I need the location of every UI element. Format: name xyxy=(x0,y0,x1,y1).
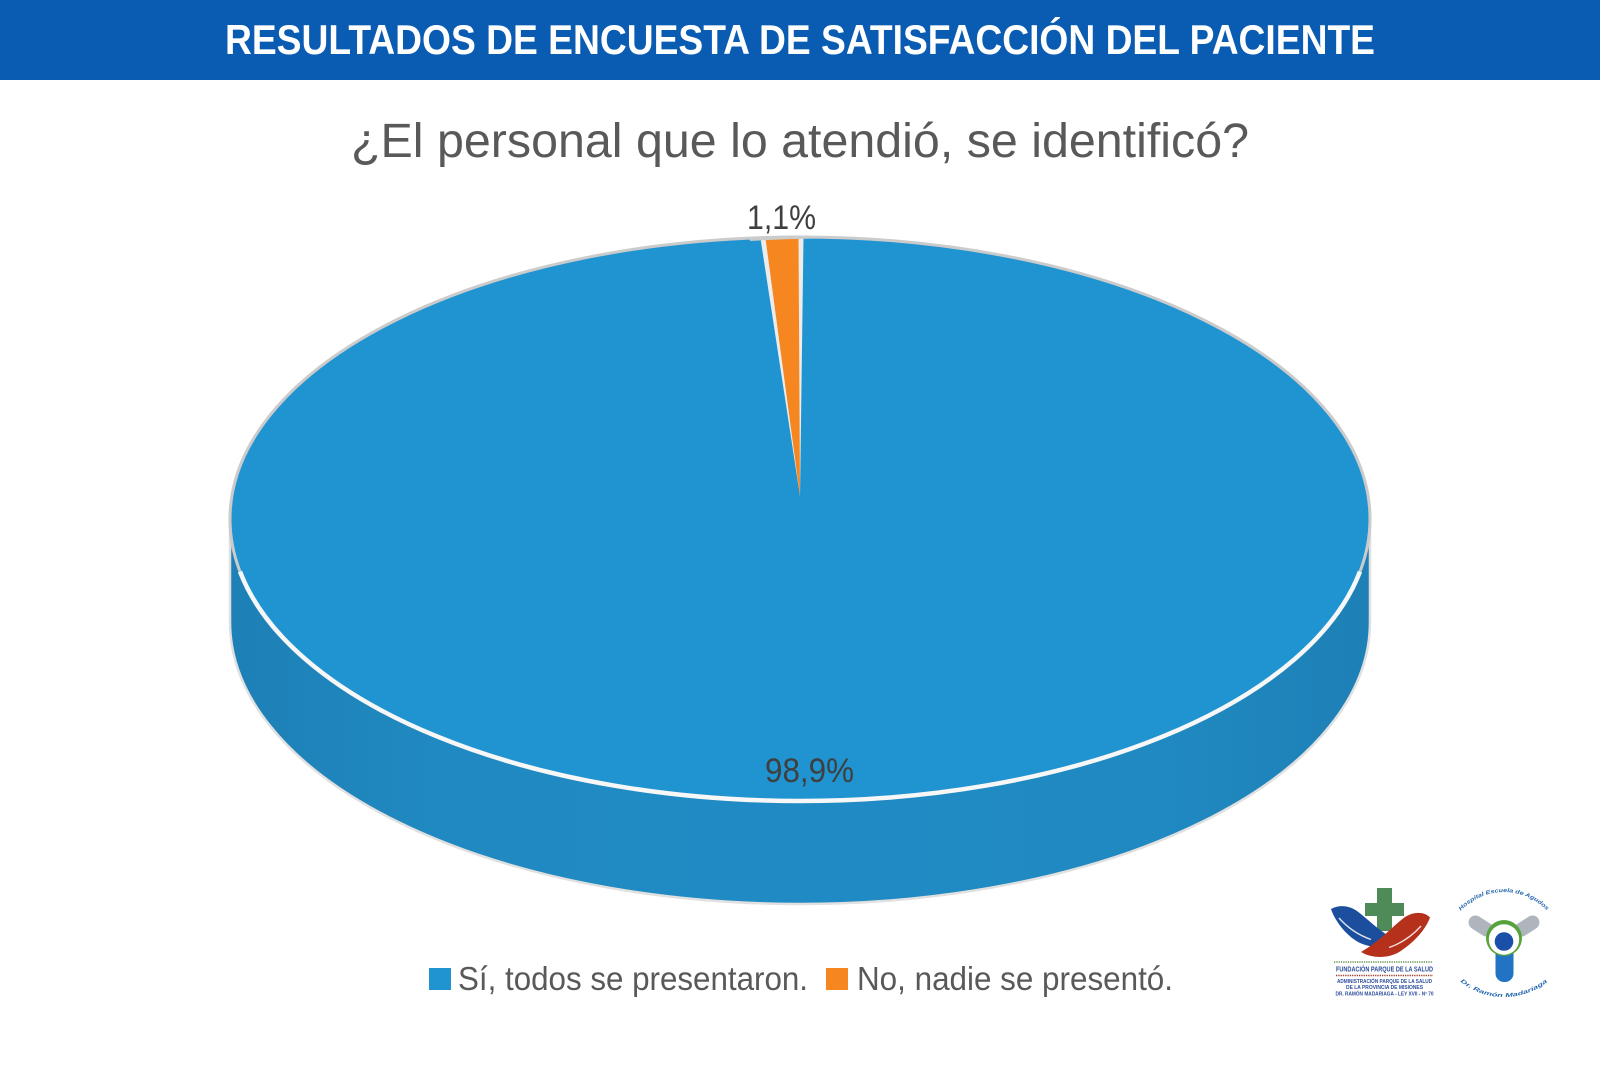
svg-text:98,9%: 98,9% xyxy=(765,752,854,790)
svg-text:Hospital Escuela de Agudos: Hospital Escuela de Agudos xyxy=(1458,888,1550,912)
svg-text:DE LA PROVINCIA DE MISIONES: DE LA PROVINCIA DE MISIONES xyxy=(1346,985,1424,991)
svg-text:DR. RAMÓN MADARIAGA - LEY XVII: DR. RAMÓN MADARIAGA - LEY XVII - Nº 70 xyxy=(1336,990,1434,998)
svg-text:FUNDACIÓN PARQUE DE LA SALUD: FUNDACIÓN PARQUE DE LA SALUD xyxy=(1336,965,1433,974)
svg-text:No, nadie se presentó.: No, nadie se presentó. xyxy=(857,960,1173,997)
svg-text:RESULTADOS DE ENCUESTA DE SATI: RESULTADOS DE ENCUESTA DE SATISFACCIÓN D… xyxy=(225,15,1375,63)
svg-text:1,1%: 1,1% xyxy=(747,199,816,237)
svg-text:ADMINISTRACIÓN PARQUE DE LA SA: ADMINISTRACIÓN PARQUE DE LA SALUD xyxy=(1337,977,1432,985)
svg-text:Sí, todos se presentaron.: Sí, todos se presentaron. xyxy=(458,960,808,997)
svg-text:¿El personal que lo atendió, s: ¿El personal que lo atendió, se identifi… xyxy=(351,115,1249,168)
